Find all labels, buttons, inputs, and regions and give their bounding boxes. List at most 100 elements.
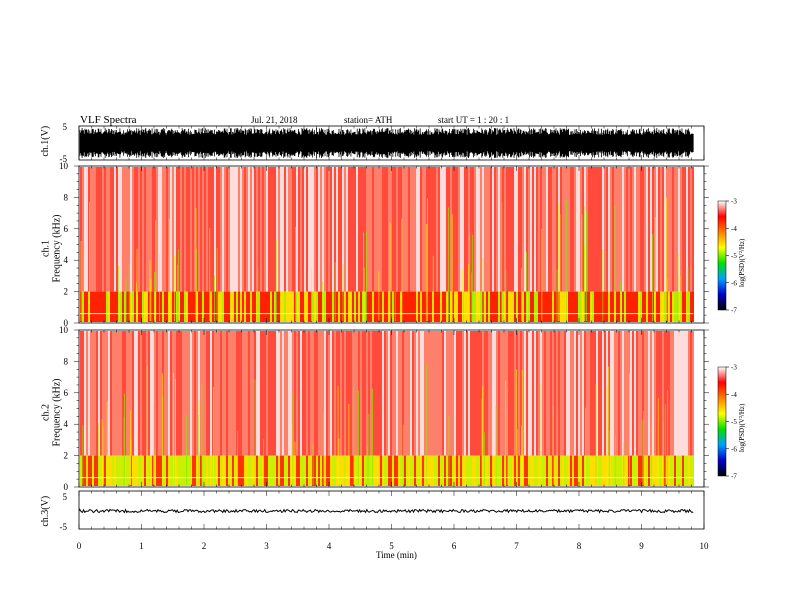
spec2-column-low [80,455,82,486]
spec1-column-high [362,167,364,292]
spec2-column-high [450,331,452,456]
spec2-column-high [332,331,334,456]
spec1-column-high [158,167,160,292]
spec2-column-low [290,455,292,486]
spec1-column-high [144,167,146,292]
spec2-column-high [418,331,420,456]
spec2-column-low [386,455,388,486]
spec1-column-low [146,291,148,322]
spec2-column-high [84,331,86,456]
spec1-column-low [188,291,190,322]
spec1-column-high [462,167,464,292]
spec2-column-low [316,455,318,486]
spec1-column-low [530,291,532,322]
spec2-column-low [674,455,676,486]
spec2-column-low [398,455,400,486]
spec1-column-low [476,291,478,322]
spec2-column-high [692,331,694,456]
spec2-column-high [602,331,604,456]
ch2-spectrogram-panel: 0 2 4 6 8 10 [59,325,694,492]
spec2-column-low [292,455,294,486]
x-tick-label: 4 [327,541,332,551]
spec2-column-high [132,331,134,456]
spec2-column-high [554,331,556,456]
spec2-column-low [226,455,228,486]
spec2-column-high [552,331,554,456]
spec1-column-high [562,167,564,292]
spec2-column-low [208,455,210,486]
spec1-column-high [480,167,482,292]
spec1-column-high [668,167,670,292]
ch3-waveform-ylabel: ch.3(V) [39,495,51,527]
spec1-column-high [388,167,390,292]
spec1-column-high [528,167,530,292]
x-tick-label: 8 [577,541,582,551]
ch1-ytick-label: 5 [63,122,68,132]
spec1-column-low [560,291,562,322]
spec1-column-high [444,167,446,292]
spec2-column-high [596,331,598,456]
spec2-column-high [488,331,490,456]
spec1-column-low [360,291,362,322]
spec2-column-high [258,331,260,456]
spec1-column-low [330,291,332,322]
spec1-column-high [380,167,382,292]
spec1-column-high [544,167,546,292]
spec1-column-low [676,291,678,322]
spec2-column-low [360,455,362,486]
spec2-column-low [266,455,268,486]
spec1-column-high [466,167,468,292]
spec2-column-low [372,455,374,486]
spec2-column-high [470,331,472,456]
spec2-column-high [466,331,468,456]
spec2-column-high [294,331,296,456]
spec1-column-high [472,167,474,292]
spec2-column-low [434,455,436,486]
spec2-column-low [152,455,154,486]
spec2-column-high [316,331,318,456]
spec1-column-low [172,291,174,322]
spec2-column-low [148,455,150,486]
spec1-column-high [404,167,406,292]
spec1-column-low [458,291,460,322]
spec1-column-low [110,291,112,322]
spec1-column-low [488,291,490,322]
spec1-column-high [418,167,420,292]
spec1-column-high [594,167,596,292]
spec1-column-low [302,291,304,322]
spec2-column-low [214,455,216,486]
spec2-column-low [258,455,260,486]
spec1-column-low [280,291,282,322]
spec2-column-low [252,455,254,486]
spec1-column-low [580,291,582,322]
spec2-column-high [444,331,446,456]
spec2-column-low [502,455,504,486]
spec2-column-high [654,331,656,456]
spec2-column-low [116,455,118,486]
spec1-column-low [274,291,276,322]
spec2-column-low [100,455,102,486]
spec1-column-low [626,291,628,322]
spec1-column-low [456,291,458,322]
spec1-column-low [568,291,570,322]
spec2-column-high [196,331,198,456]
spec1-column-high [256,167,258,292]
spec1-column-high [312,167,314,292]
spec2-column-low [114,455,116,486]
spec1-column-low [290,291,292,322]
spec1-column-low [374,291,376,322]
spec2-column-high [94,331,96,456]
spec1-column-low [130,291,132,322]
spec2-column-high [368,331,370,456]
spec1-column-high [406,167,408,292]
spec1-column-high [384,167,386,292]
spec1-column-high [628,167,630,292]
spec1-column-low [392,291,394,322]
spec1-column-high [392,167,394,292]
spec2-column-high [192,331,194,456]
spec2-column-high [168,331,170,456]
spec1-column-high [630,167,632,292]
spec2-column-high [226,331,228,456]
spec2-column-high [160,331,162,456]
spec1-column-high [680,167,682,292]
